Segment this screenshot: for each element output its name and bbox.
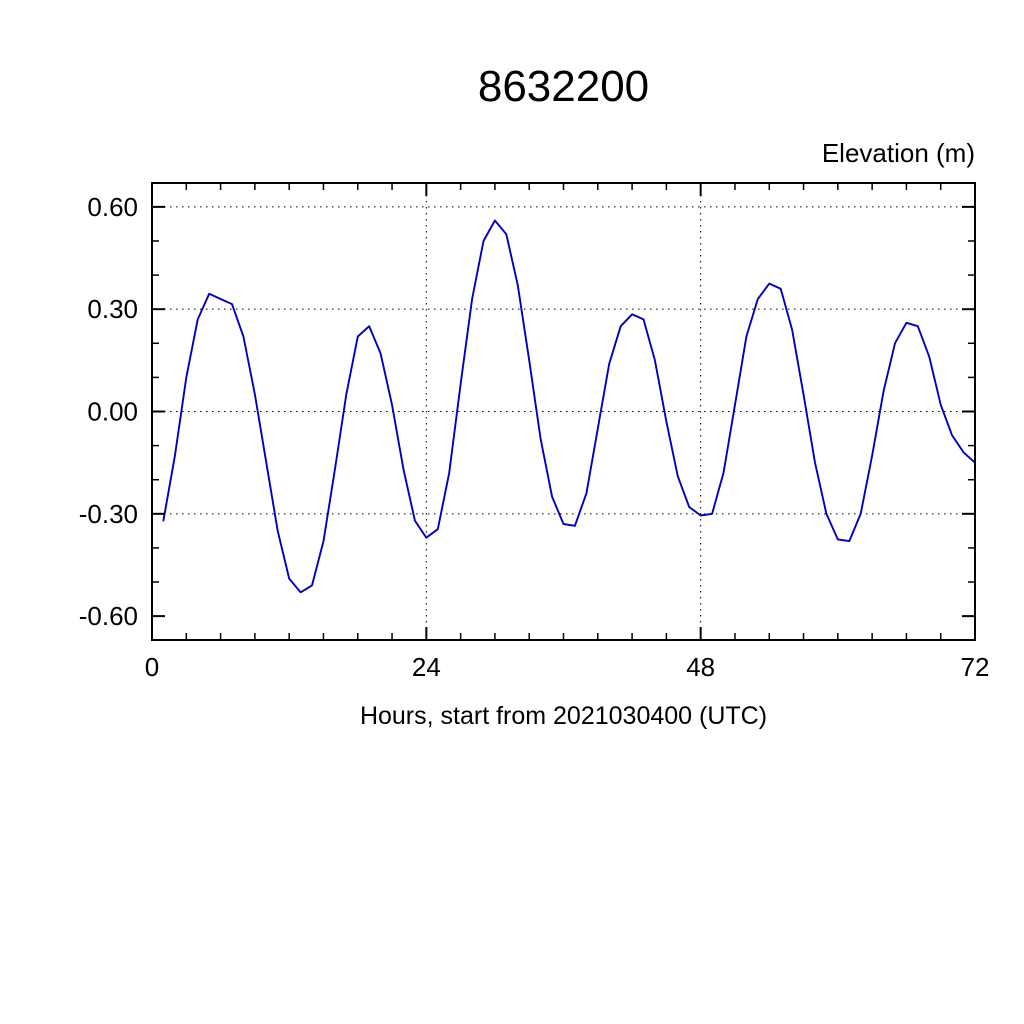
svg-text:0.00: 0.00 [87,397,138,427]
grid [152,183,975,640]
y-axis-title: Elevation (m) [821,138,975,168]
axis-ticks [151,183,976,640]
x-axis-title: Hours, start from 2021030400 (UTC) [359,702,768,730]
svg-text:24: 24 [412,652,441,682]
svg-text:0.30: 0.30 [87,294,138,324]
svg-text:48: 48 [686,652,715,682]
svg-text:0.60: 0.60 [87,192,138,222]
chart-title: 8632200 [477,62,650,111]
svg-text:-0.30: -0.30 [79,499,138,529]
svg-text:0: 0 [145,652,159,682]
data-line [162,219,976,594]
axes-frame [151,182,976,641]
svg-text:72: 72 [961,652,990,682]
svg-text:-0.60: -0.60 [79,601,138,631]
x-tick-labels: 0 24 48 72 [145,652,990,682]
y-tick-labels: 0.60 0.30 0.00 -0.30 -0.60 [79,192,138,631]
